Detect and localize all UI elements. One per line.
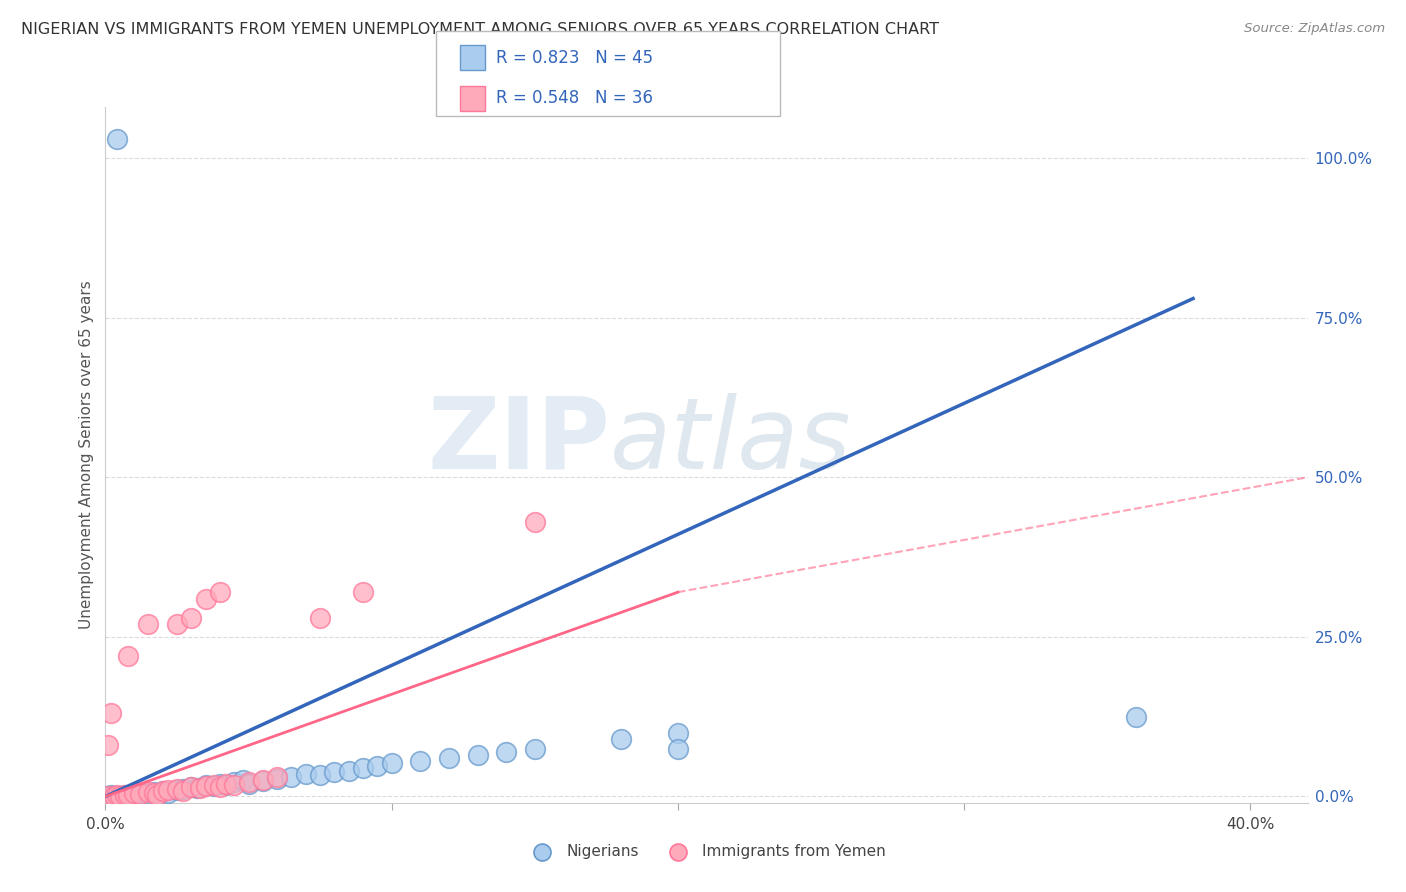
Point bbox=[180, 780, 202, 794]
Point bbox=[157, 783, 180, 797]
Point bbox=[1125, 709, 1147, 723]
Point bbox=[208, 780, 231, 794]
Point bbox=[114, 788, 136, 802]
Point bbox=[108, 789, 131, 803]
Point bbox=[381, 756, 404, 771]
Point bbox=[266, 772, 288, 786]
Point bbox=[523, 515, 546, 529]
Point bbox=[97, 739, 120, 753]
Point bbox=[437, 751, 460, 765]
Point bbox=[409, 754, 432, 768]
Point bbox=[146, 788, 169, 802]
Point bbox=[194, 778, 217, 792]
Point bbox=[224, 778, 246, 792]
Point bbox=[186, 781, 208, 796]
Point bbox=[128, 786, 150, 800]
Point bbox=[208, 777, 231, 791]
Text: R = 0.823   N = 45: R = 0.823 N = 45 bbox=[496, 49, 654, 67]
Text: Source: ZipAtlas.com: Source: ZipAtlas.com bbox=[1244, 22, 1385, 36]
Point bbox=[309, 768, 332, 782]
Text: R = 0.548   N = 36: R = 0.548 N = 36 bbox=[496, 89, 654, 107]
Point bbox=[252, 774, 274, 789]
Point bbox=[337, 764, 360, 778]
Point bbox=[100, 706, 122, 721]
Point bbox=[114, 788, 136, 802]
Point bbox=[214, 778, 236, 792]
Point bbox=[352, 761, 374, 775]
Point bbox=[280, 770, 302, 784]
Point bbox=[128, 787, 150, 801]
Point bbox=[202, 778, 225, 792]
Point bbox=[157, 786, 180, 800]
Point bbox=[214, 777, 236, 791]
Point bbox=[523, 741, 546, 756]
Point bbox=[108, 789, 131, 803]
Point bbox=[172, 783, 194, 797]
Point bbox=[105, 132, 128, 146]
Point bbox=[152, 784, 174, 798]
Point bbox=[100, 788, 122, 802]
Point bbox=[117, 789, 139, 804]
Point bbox=[146, 788, 169, 802]
Point bbox=[238, 775, 260, 789]
Point bbox=[188, 781, 211, 796]
Point bbox=[172, 781, 194, 796]
Point bbox=[309, 610, 332, 624]
Point bbox=[202, 779, 225, 793]
Point bbox=[122, 786, 145, 800]
Point bbox=[103, 789, 125, 804]
Point bbox=[117, 788, 139, 802]
Point bbox=[103, 789, 125, 804]
Point bbox=[232, 773, 254, 788]
Text: NIGERIAN VS IMMIGRANTS FROM YEMEN UNEMPLOYMENT AMONG SENIORS OVER 65 YEARS CORRE: NIGERIAN VS IMMIGRANTS FROM YEMEN UNEMPL… bbox=[21, 22, 939, 37]
Point bbox=[208, 585, 231, 599]
Point bbox=[666, 741, 689, 756]
Point bbox=[194, 591, 217, 606]
Point bbox=[180, 610, 202, 624]
Point bbox=[467, 747, 489, 762]
Point bbox=[224, 775, 246, 789]
Point bbox=[143, 786, 166, 800]
Point bbox=[666, 725, 689, 739]
Point bbox=[138, 617, 160, 632]
Point bbox=[138, 787, 160, 801]
Point bbox=[295, 767, 318, 781]
Text: atlas: atlas bbox=[610, 392, 852, 490]
Point bbox=[609, 731, 631, 746]
Point bbox=[194, 779, 217, 793]
Text: ZIP: ZIP bbox=[427, 392, 610, 490]
Point bbox=[97, 789, 120, 803]
Point bbox=[238, 777, 260, 791]
Point bbox=[266, 770, 288, 784]
Y-axis label: Unemployment Among Seniors over 65 years: Unemployment Among Seniors over 65 years bbox=[79, 281, 94, 629]
Point bbox=[252, 773, 274, 788]
Point bbox=[105, 788, 128, 802]
Point bbox=[120, 789, 142, 803]
Point bbox=[166, 783, 188, 797]
Point bbox=[180, 780, 202, 795]
Point bbox=[366, 758, 388, 772]
Legend: Nigerians, Immigrants from Yemen: Nigerians, Immigrants from Yemen bbox=[522, 838, 891, 864]
Point bbox=[122, 788, 145, 802]
Point bbox=[152, 784, 174, 798]
Point bbox=[138, 785, 160, 799]
Point bbox=[166, 781, 188, 796]
Point bbox=[117, 648, 139, 663]
Point bbox=[97, 789, 120, 803]
Point bbox=[143, 785, 166, 799]
Point bbox=[495, 745, 517, 759]
Point bbox=[352, 585, 374, 599]
Point bbox=[323, 765, 346, 780]
Point bbox=[166, 617, 188, 632]
